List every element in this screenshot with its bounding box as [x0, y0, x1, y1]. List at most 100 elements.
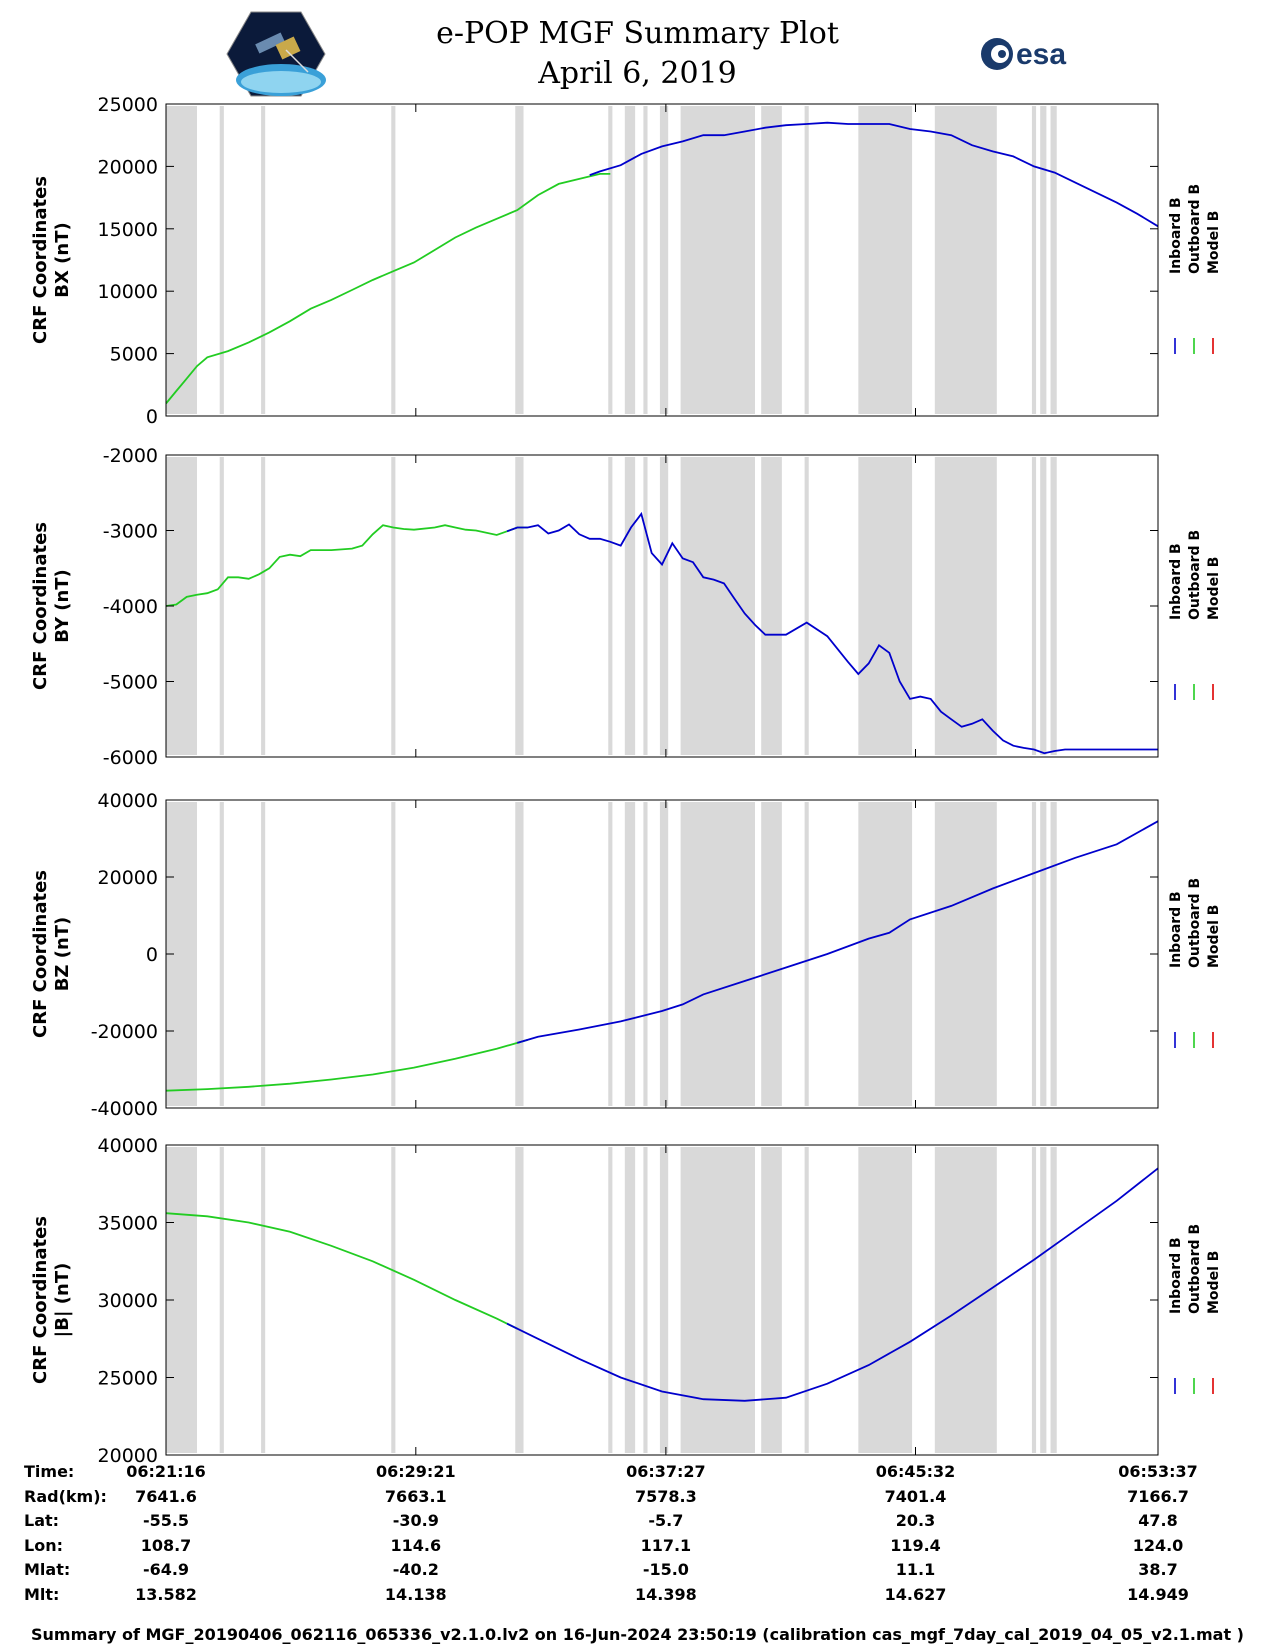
data-gap-band	[1050, 1147, 1057, 1453]
series-line-inboard-b	[589, 121, 1159, 228]
data-gap-band	[1031, 457, 1037, 755]
data-gap-band	[391, 106, 396, 414]
orbit-row-label: Mlat:	[24, 1560, 71, 1580]
legend-label: Inboard B	[1168, 891, 1184, 968]
y-tick-label: 25000	[98, 94, 158, 116]
legend-label: Outboard B	[1187, 184, 1203, 274]
title-line-1: e-POP MGF Summary Plot	[436, 16, 839, 51]
y-tick-label: -20000	[91, 1021, 158, 1043]
y-axis-label: CRF CoordinatesBY (nT)	[30, 522, 73, 690]
data-gap-band	[804, 457, 809, 755]
data-gap-band	[1031, 1147, 1037, 1453]
orbit-cell-time: 06:29:21	[376, 1462, 456, 1481]
y-axis-label-line-2: BZ (nT)	[52, 917, 73, 992]
data-gap-band	[680, 106, 755, 414]
orbit-cell-time: 06:53:37	[1118, 1462, 1198, 1481]
data-gap-band	[219, 457, 224, 755]
orbit-cell-rad: 7401.4	[884, 1486, 947, 1506]
data-gap-band	[761, 1147, 782, 1453]
orbit-cell-lon: 117.1	[640, 1535, 692, 1555]
data-gap-band	[659, 106, 669, 414]
orbit-cell-lon: 108.7	[140, 1535, 192, 1555]
orbit-row-label: Mlt:	[24, 1585, 60, 1604]
legend-label: Model B	[1206, 1251, 1222, 1314]
orbit-cell-rad: 7641.6	[135, 1486, 197, 1506]
y-axis-label-line-2: BY (nT)	[52, 569, 73, 643]
data-gap-band	[761, 457, 782, 755]
orbit-row-mlat: Mlat: -64.9 -40.2 -15.0 11.1 38.7	[0, 1560, 1275, 1584]
data-gap-band	[1031, 802, 1037, 1106]
legend-label: Inboard B	[1168, 197, 1184, 274]
series-line-inboard-b	[506, 511, 1158, 755]
orbit-row-time: Time: 06:21:16 06:29:21 06:37:27 06:45:32 06:…	[0, 1462, 1275, 1486]
orbit-cell-mlat: 38.7	[1138, 1560, 1178, 1580]
series-line-outboard-b	[165, 524, 528, 607]
y-axis-label-line-1: CRF Coordinates	[30, 1216, 51, 1384]
y-axis-label-line-2: |B| (nT)	[52, 1263, 73, 1338]
esa-logo: esa	[981, 38, 1066, 71]
orbit-info-table: Time: 06:21:16 06:29:21 06:37:27 06:45:32 06:…	[0, 1462, 1275, 1622]
data-gap-band	[643, 802, 648, 1106]
y-tick-label: 20000	[98, 156, 158, 178]
legend-label: Model B	[1206, 905, 1222, 968]
data-gap-band	[261, 1147, 266, 1453]
data-gap-band	[643, 1147, 648, 1453]
series-line-outboard-b	[165, 1039, 528, 1092]
y-axis-label-line-1: CRF Coordinates	[30, 870, 51, 1038]
panel-2: -6000 -5000 -4000 -3000 -2000 CRF Coordinates…	[30, 445, 1222, 769]
series-line-inboard-b	[517, 820, 1159, 1044]
data-gap-band	[761, 802, 782, 1106]
data-gap-band	[624, 802, 636, 1106]
orbit-row-label: Rad(km):	[24, 1486, 107, 1506]
title-date: April 6, 2019	[538, 56, 737, 91]
data-gap-band	[219, 802, 224, 1106]
panel-4: 20000 25000 30000 35000 40000 CRF Coordinates…	[30, 1135, 1222, 1467]
data-gap-band	[858, 106, 913, 414]
orbit-cell-lon: 119.4	[890, 1535, 941, 1555]
data-gap-band	[608, 1147, 613, 1453]
orbit-cell-mlat: 11.1	[895, 1560, 936, 1580]
data-gap-band	[1040, 1147, 1047, 1453]
orbit-cell-lat: -5.7	[648, 1511, 684, 1531]
data-gap-band	[515, 1147, 524, 1453]
data-gap-band	[624, 106, 636, 414]
y-tick-label: 40000	[98, 790, 158, 812]
data-gap-band	[804, 106, 809, 414]
series-line-outboard-b	[165, 1212, 518, 1330]
y-tick-label: 0	[146, 944, 158, 966]
orbit-cell-mlt: 14.949	[1127, 1585, 1189, 1604]
orbit-row-lon: Lon: 108.7 114.6 117.1 119.4 124.0	[0, 1536, 1275, 1560]
data-gap-band	[515, 802, 524, 1106]
y-tick-label: 10000	[98, 281, 158, 303]
y-axis-label-line-1: CRF Coordinates	[30, 176, 51, 344]
data-gap-band	[608, 106, 613, 414]
orbit-cell-mlt: 14.138	[384, 1585, 447, 1604]
data-gap-band	[219, 1147, 224, 1453]
series-line-inboard-b	[506, 1167, 1159, 1402]
footer-summary: Summary of MGF_20190406_062116_065336_v2…	[31, 1625, 1244, 1644]
panel-3: -40000 -20000 0 20000 40000 CRF CoordinatesBZ…	[30, 790, 1222, 1120]
orbit-cell-lat: 47.8	[1138, 1511, 1178, 1531]
data-gap-band	[1031, 106, 1037, 414]
data-gap-band	[1040, 457, 1047, 755]
orbit-cell-time: 06:45:32	[875, 1462, 956, 1481]
data-gap-band	[934, 802, 997, 1106]
orbit-cell-time: 06:37:27	[626, 1462, 706, 1481]
data-gap-band	[659, 802, 669, 1106]
orbit-cell-rad: 7578.3	[635, 1486, 697, 1506]
esa-logo-text: esa	[1016, 38, 1066, 71]
data-gap-band	[166, 106, 197, 414]
data-gap-band	[391, 457, 396, 755]
panel-1: 0 5000 10000 15000 20000 25000 CRF Coordinates…	[30, 94, 1222, 428]
data-gap-band	[1040, 802, 1047, 1106]
y-tick-label: -40000	[91, 1098, 158, 1120]
y-tick-label: 20000	[98, 867, 158, 889]
orbit-cell-rad: 7166.7	[1127, 1486, 1189, 1506]
data-gap-band	[624, 1147, 636, 1453]
data-gap-band	[761, 106, 782, 414]
y-tick-label: 5000	[110, 344, 158, 366]
data-gap-band	[391, 802, 396, 1106]
y-axis-label: CRF CoordinatesBZ (nT)	[30, 870, 73, 1038]
y-tick-label: -4000	[103, 596, 158, 618]
data-gap-band	[858, 457, 913, 755]
